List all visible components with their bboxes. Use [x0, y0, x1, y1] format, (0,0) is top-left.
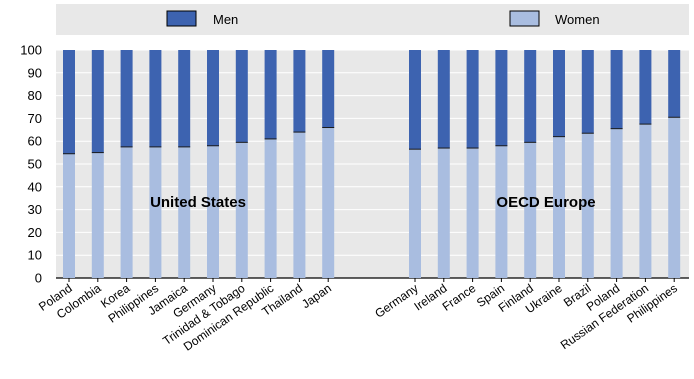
- bar-women: [264, 138, 277, 278]
- bar-men: [466, 50, 479, 149]
- bar-men: [581, 50, 594, 134]
- legend-label-women: Women: [555, 12, 600, 27]
- bar-men: [437, 50, 450, 149]
- bar-women: [91, 152, 104, 278]
- bar-men: [207, 50, 219, 146]
- bar-women: [466, 148, 479, 278]
- y-tick-label: 30: [28, 202, 42, 217]
- y-tick-label: 90: [28, 65, 42, 80]
- y-tick-label: 100: [20, 43, 42, 58]
- legend: Men Women: [56, 4, 689, 35]
- bar-men: [149, 50, 162, 147]
- bar-men: [178, 50, 191, 147]
- bar-men: [322, 50, 335, 128]
- bar-women: [120, 146, 133, 278]
- panel-label-united-states: United States: [150, 194, 246, 211]
- bar-women: [235, 142, 248, 278]
- x-tick-label: Japan: [299, 281, 334, 311]
- bar-men: [63, 50, 75, 154]
- bar-men: [495, 50, 508, 146]
- bar-men: [264, 50, 277, 139]
- bar-women: [581, 133, 594, 278]
- bar-women: [639, 124, 652, 278]
- bar-women: [63, 153, 75, 278]
- bar-women: [207, 145, 219, 278]
- y-tick-label: 70: [28, 111, 42, 126]
- bar-men: [409, 50, 421, 150]
- bar-women: [553, 136, 565, 278]
- y-tick-label: 40: [28, 179, 42, 194]
- bar-women: [610, 128, 623, 278]
- y-tick-label: 20: [28, 225, 42, 240]
- bar-men: [293, 50, 306, 133]
- bar-men: [91, 50, 104, 153]
- y-tick-label: 50: [28, 157, 42, 172]
- legend-swatch-men: [166, 10, 197, 27]
- legend-swatch-women: [509, 10, 540, 27]
- bar-women: [178, 146, 191, 278]
- bar-men: [235, 50, 248, 143]
- bar-men: [553, 50, 565, 137]
- bar-women: [409, 149, 421, 278]
- legend-background: [56, 4, 689, 35]
- y-tick-label: 60: [28, 134, 42, 149]
- bar-women: [437, 148, 450, 278]
- bar-women: [524, 142, 537, 278]
- y-tick-label: 0: [35, 271, 42, 286]
- bar-women: [322, 127, 335, 279]
- y-tick-label: 10: [28, 248, 42, 263]
- legend-label-men: Men: [213, 12, 238, 27]
- bar-women: [149, 146, 162, 278]
- bar-women: [495, 145, 508, 278]
- bar-men: [524, 50, 537, 143]
- y-axis: 0 10 20 30 40 50 60 70 80 90 100: [20, 43, 42, 286]
- bar-men: [639, 50, 652, 125]
- panel-label-oecd-europe: OECD Europe: [496, 194, 595, 211]
- bar-men: [610, 50, 623, 129]
- bar-women: [668, 117, 681, 278]
- bar-women: [293, 132, 306, 278]
- bars: [63, 50, 681, 279]
- bar-men: [668, 50, 681, 118]
- category-labels: PolandColombiaKoreaPhilippinesJamaicaGer…: [36, 278, 680, 354]
- y-tick-label: 80: [28, 88, 42, 103]
- bar-men: [120, 50, 133, 147]
- x-tick-label: France: [440, 281, 479, 314]
